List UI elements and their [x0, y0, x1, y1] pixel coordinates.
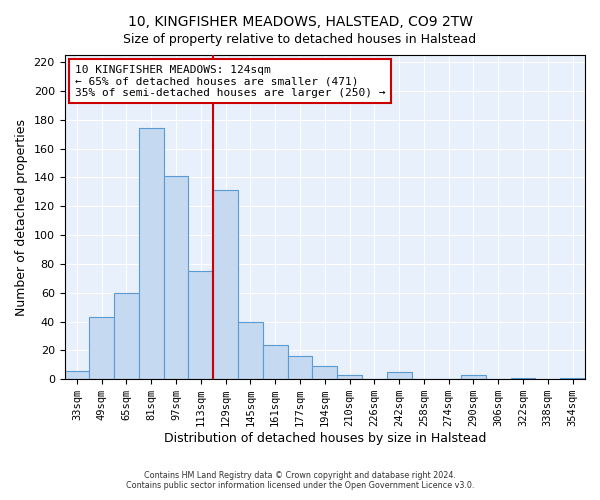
Bar [213, 190, 238, 379]
Bar [188, 271, 213, 379]
Text: Size of property relative to detached houses in Halstead: Size of property relative to detached ho… [124, 32, 476, 46]
Bar [238, 322, 263, 379]
Bar [560, 378, 585, 379]
Y-axis label: Number of detached properties: Number of detached properties [15, 118, 28, 316]
Bar [461, 375, 486, 379]
Text: Contains HM Land Registry data © Crown copyright and database right 2024.
Contai: Contains HM Land Registry data © Crown c… [126, 470, 474, 490]
Text: 10 KINGFISHER MEADOWS: 124sqm
← 65% of detached houses are smaller (471)
35% of : 10 KINGFISHER MEADOWS: 124sqm ← 65% of d… [75, 64, 385, 98]
Text: 10, KINGFISHER MEADOWS, HALSTEAD, CO9 2TW: 10, KINGFISHER MEADOWS, HALSTEAD, CO9 2T… [128, 15, 473, 29]
Bar [89, 318, 114, 379]
Bar [287, 356, 313, 379]
Bar [139, 128, 164, 379]
Bar [65, 370, 89, 379]
X-axis label: Distribution of detached houses by size in Halstead: Distribution of detached houses by size … [164, 432, 486, 445]
Bar [511, 378, 535, 379]
Bar [263, 344, 287, 379]
Bar [337, 375, 362, 379]
Bar [164, 176, 188, 379]
Bar [313, 366, 337, 379]
Bar [387, 372, 412, 379]
Bar [114, 293, 139, 379]
